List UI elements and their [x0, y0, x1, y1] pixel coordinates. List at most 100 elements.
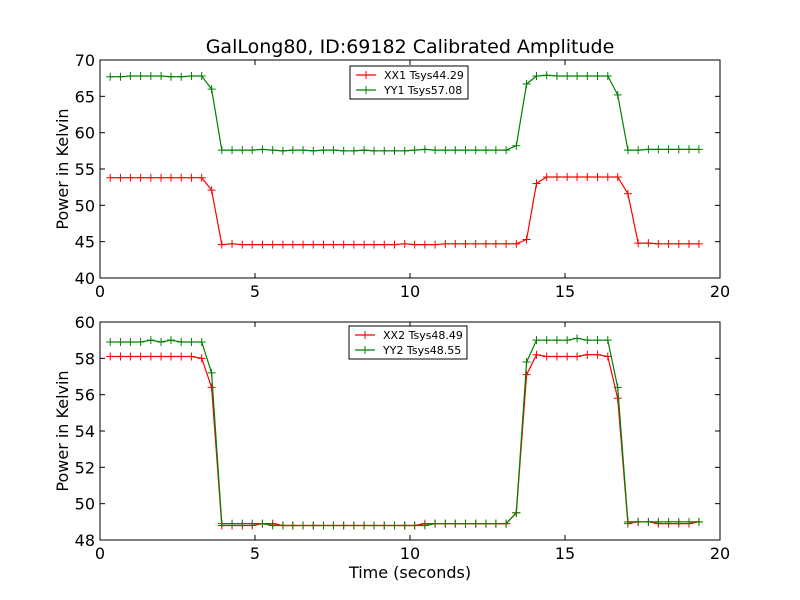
- data-point: [502, 519, 511, 528]
- legend-box: [349, 65, 469, 100]
- x-tick-label: 20: [710, 544, 730, 563]
- data-point: [217, 240, 226, 249]
- data-point: [603, 336, 612, 345]
- data-point: [634, 517, 643, 526]
- data-point: [360, 240, 369, 249]
- data-point: [451, 146, 460, 155]
- data-point: [471, 239, 480, 248]
- data-point: [288, 240, 297, 249]
- data-point: [634, 239, 643, 248]
- data-point: [674, 517, 683, 526]
- data-point: [228, 239, 237, 248]
- y-tick-label: 60: [75, 313, 95, 332]
- data-point: [187, 337, 196, 346]
- data-point: [380, 240, 389, 249]
- data-point: [481, 519, 490, 528]
- data-point: [126, 337, 135, 346]
- data-point: [613, 394, 622, 403]
- data-point: [522, 79, 531, 88]
- data-point: [532, 336, 541, 345]
- data-point: [360, 146, 369, 155]
- data-point: [441, 239, 450, 248]
- data-point: [360, 521, 369, 530]
- data-point: [552, 172, 561, 181]
- y-tick-label: 58: [75, 349, 95, 368]
- data-point: [685, 239, 693, 248]
- data-point: [380, 521, 389, 530]
- x-tick-label: 5: [250, 282, 260, 301]
- data-point: [197, 354, 206, 363]
- data-point: [106, 72, 115, 81]
- data-point: [593, 71, 602, 80]
- legend-label: YY2 Tsys48.55: [382, 344, 461, 357]
- data-point: [136, 337, 145, 346]
- data-point: [319, 240, 328, 249]
- data-point: [583, 71, 592, 80]
- data-point: [573, 71, 582, 80]
- data-point: [319, 521, 328, 530]
- data-point: [420, 521, 429, 530]
- data-point: [563, 172, 572, 181]
- data-point: [573, 172, 582, 181]
- y-tick-label: 65: [75, 87, 95, 106]
- data-point: [349, 521, 358, 530]
- data-point: [583, 350, 592, 359]
- x-axis-label: Time (seconds): [348, 563, 471, 582]
- data-point: [390, 146, 399, 155]
- y-axis-label: Power in Kelvin: [53, 108, 72, 229]
- data-point: [481, 146, 490, 155]
- data-point: [532, 179, 541, 188]
- data-point: [309, 240, 318, 249]
- x-tick-label: 15: [555, 544, 575, 563]
- data-point: [522, 235, 531, 244]
- data-point: [126, 352, 135, 361]
- data-point: [166, 336, 175, 345]
- data-point: [370, 146, 379, 155]
- data-point: [288, 521, 297, 530]
- data-point: [146, 352, 155, 361]
- data-point: [370, 240, 379, 249]
- data-point: [522, 370, 531, 379]
- data-point: [664, 239, 673, 248]
- data-point: [694, 239, 703, 248]
- data-point: [339, 521, 348, 530]
- data-point: [400, 239, 409, 248]
- data-point: [339, 240, 348, 249]
- legend-label: XX1 Tsys44.29: [384, 69, 464, 82]
- series-group: [106, 334, 703, 530]
- data-point: [441, 146, 450, 155]
- data-point: [126, 173, 135, 182]
- data-point: [441, 519, 450, 528]
- data-point: [258, 240, 267, 249]
- data-point: [157, 352, 166, 361]
- data-point: [329, 240, 338, 249]
- data-point: [299, 240, 308, 249]
- data-point: [603, 71, 612, 80]
- y-tick-label: 60: [75, 124, 95, 143]
- data-point: [187, 352, 196, 361]
- data-point: [207, 186, 216, 195]
- data-point: [217, 146, 226, 155]
- y-tick-label: 50: [75, 196, 95, 215]
- data-point: [491, 146, 500, 155]
- data-point: [694, 517, 703, 526]
- data-point: [177, 72, 186, 81]
- data-point: [512, 239, 521, 248]
- data-point: [197, 173, 206, 182]
- data-point: [136, 173, 145, 182]
- data-point: [685, 517, 693, 526]
- legend-marker: [362, 71, 370, 79]
- data-point: [563, 336, 572, 345]
- data-point: [583, 336, 592, 345]
- data-point: [644, 145, 653, 154]
- data-point: [532, 71, 541, 80]
- x-tick-label: 10: [400, 282, 420, 301]
- data-point: [228, 519, 237, 528]
- data-point: [542, 336, 551, 345]
- data-point: [197, 337, 206, 346]
- data-point: [309, 146, 318, 155]
- data-point: [299, 146, 308, 155]
- y-tick-label: 54: [75, 422, 95, 441]
- data-point: [410, 240, 419, 249]
